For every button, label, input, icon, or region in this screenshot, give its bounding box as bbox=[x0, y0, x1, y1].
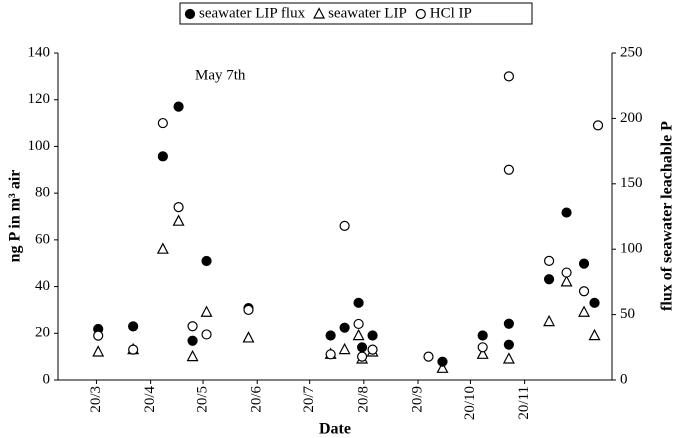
data-point bbox=[592, 120, 604, 131]
x-axis-title: Date bbox=[319, 421, 351, 438]
data-point bbox=[589, 297, 600, 308]
data-point bbox=[325, 349, 336, 360]
y2-tick-label: 200 bbox=[620, 110, 643, 126]
data-point bbox=[173, 101, 184, 112]
data-point bbox=[476, 347, 489, 359]
y-tick-label: 140 bbox=[28, 44, 51, 60]
y-tick-label: 100 bbox=[28, 138, 51, 154]
data-point bbox=[186, 349, 199, 362]
x-tick-label: 20/10 bbox=[462, 386, 478, 420]
x-tick-label: 20/3 bbox=[88, 386, 104, 413]
data-point bbox=[503, 339, 514, 350]
y-axis-title: ng P in m³ air bbox=[7, 170, 24, 263]
legend-marker bbox=[415, 8, 426, 20]
x-tick-label: 20/7 bbox=[301, 386, 317, 413]
y2-tick-label: 250 bbox=[620, 44, 643, 60]
data-point bbox=[561, 207, 572, 218]
data-point bbox=[356, 342, 368, 353]
data-point bbox=[128, 344, 139, 355]
data-point bbox=[543, 314, 556, 327]
data-point bbox=[367, 344, 378, 355]
data-point bbox=[356, 351, 368, 362]
data-point bbox=[156, 242, 169, 254]
y2-axis-title: flux of seawater leachable P bbox=[659, 121, 676, 311]
data-point bbox=[339, 220, 350, 231]
data-point bbox=[172, 214, 185, 226]
data-point bbox=[339, 322, 350, 333]
data-point bbox=[578, 305, 591, 317]
annotation: May 7th bbox=[195, 67, 246, 83]
x-tick-label: 20/11 bbox=[516, 386, 532, 420]
y2-tick-label: 0 bbox=[620, 371, 628, 387]
x-tick-label: 20/8 bbox=[355, 386, 371, 413]
data-point bbox=[560, 275, 573, 287]
y-tick-label: 120 bbox=[28, 91, 51, 107]
x-tick-label: 20/5 bbox=[194, 386, 210, 413]
y-tick-label: 0 bbox=[43, 371, 51, 387]
data-point bbox=[353, 318, 364, 330]
data-point bbox=[243, 304, 254, 316]
data-point bbox=[578, 286, 590, 297]
data-point bbox=[477, 330, 488, 341]
y-tick-label: 60 bbox=[35, 231, 50, 247]
data-point bbox=[201, 255, 212, 267]
data-point bbox=[93, 330, 104, 341]
data-point bbox=[561, 267, 572, 278]
y2-tick-label: 100 bbox=[620, 241, 643, 257]
y2-tick-label: 50 bbox=[620, 306, 635, 322]
data-point bbox=[367, 330, 378, 341]
data-point bbox=[201, 329, 212, 340]
data-point bbox=[338, 342, 351, 355]
data-point bbox=[588, 328, 601, 341]
data-point bbox=[128, 321, 139, 332]
data-point bbox=[92, 345, 105, 357]
y-tick-label: 40 bbox=[35, 278, 50, 294]
data-point bbox=[157, 151, 168, 162]
data-point bbox=[503, 164, 514, 175]
data-point bbox=[187, 335, 198, 346]
data-point bbox=[578, 258, 590, 269]
data-point bbox=[187, 321, 198, 332]
data-point bbox=[352, 328, 365, 341]
legend-label: HCl IP bbox=[430, 5, 472, 21]
x-tick-label: 20/9 bbox=[409, 386, 425, 413]
data-point bbox=[353, 297, 364, 308]
data-point bbox=[436, 361, 449, 373]
data-point bbox=[173, 202, 184, 213]
legend-marker bbox=[184, 8, 196, 20]
data-point bbox=[477, 342, 488, 353]
x-tick-label: 20/6 bbox=[249, 386, 265, 413]
data-point bbox=[502, 352, 515, 364]
data-point bbox=[503, 318, 514, 329]
data-point bbox=[543, 255, 555, 266]
data-point bbox=[325, 330, 336, 341]
data-point bbox=[157, 117, 168, 129]
data-point bbox=[242, 331, 255, 343]
data-point bbox=[543, 274, 555, 285]
data-point bbox=[503, 71, 514, 82]
y-tick-label: 20 bbox=[35, 325, 50, 341]
legend-label: seawater LIP flux bbox=[199, 5, 306, 21]
legend-box bbox=[179, 2, 533, 25]
x-tick-label: 20/4 bbox=[142, 386, 158, 413]
data-point bbox=[200, 305, 213, 317]
data-point bbox=[423, 351, 434, 362]
y-tick-label: 80 bbox=[35, 185, 50, 201]
legend-marker bbox=[313, 7, 326, 19]
y2-tick-label: 150 bbox=[620, 175, 643, 191]
legend-label: seawater LIP bbox=[328, 5, 407, 21]
